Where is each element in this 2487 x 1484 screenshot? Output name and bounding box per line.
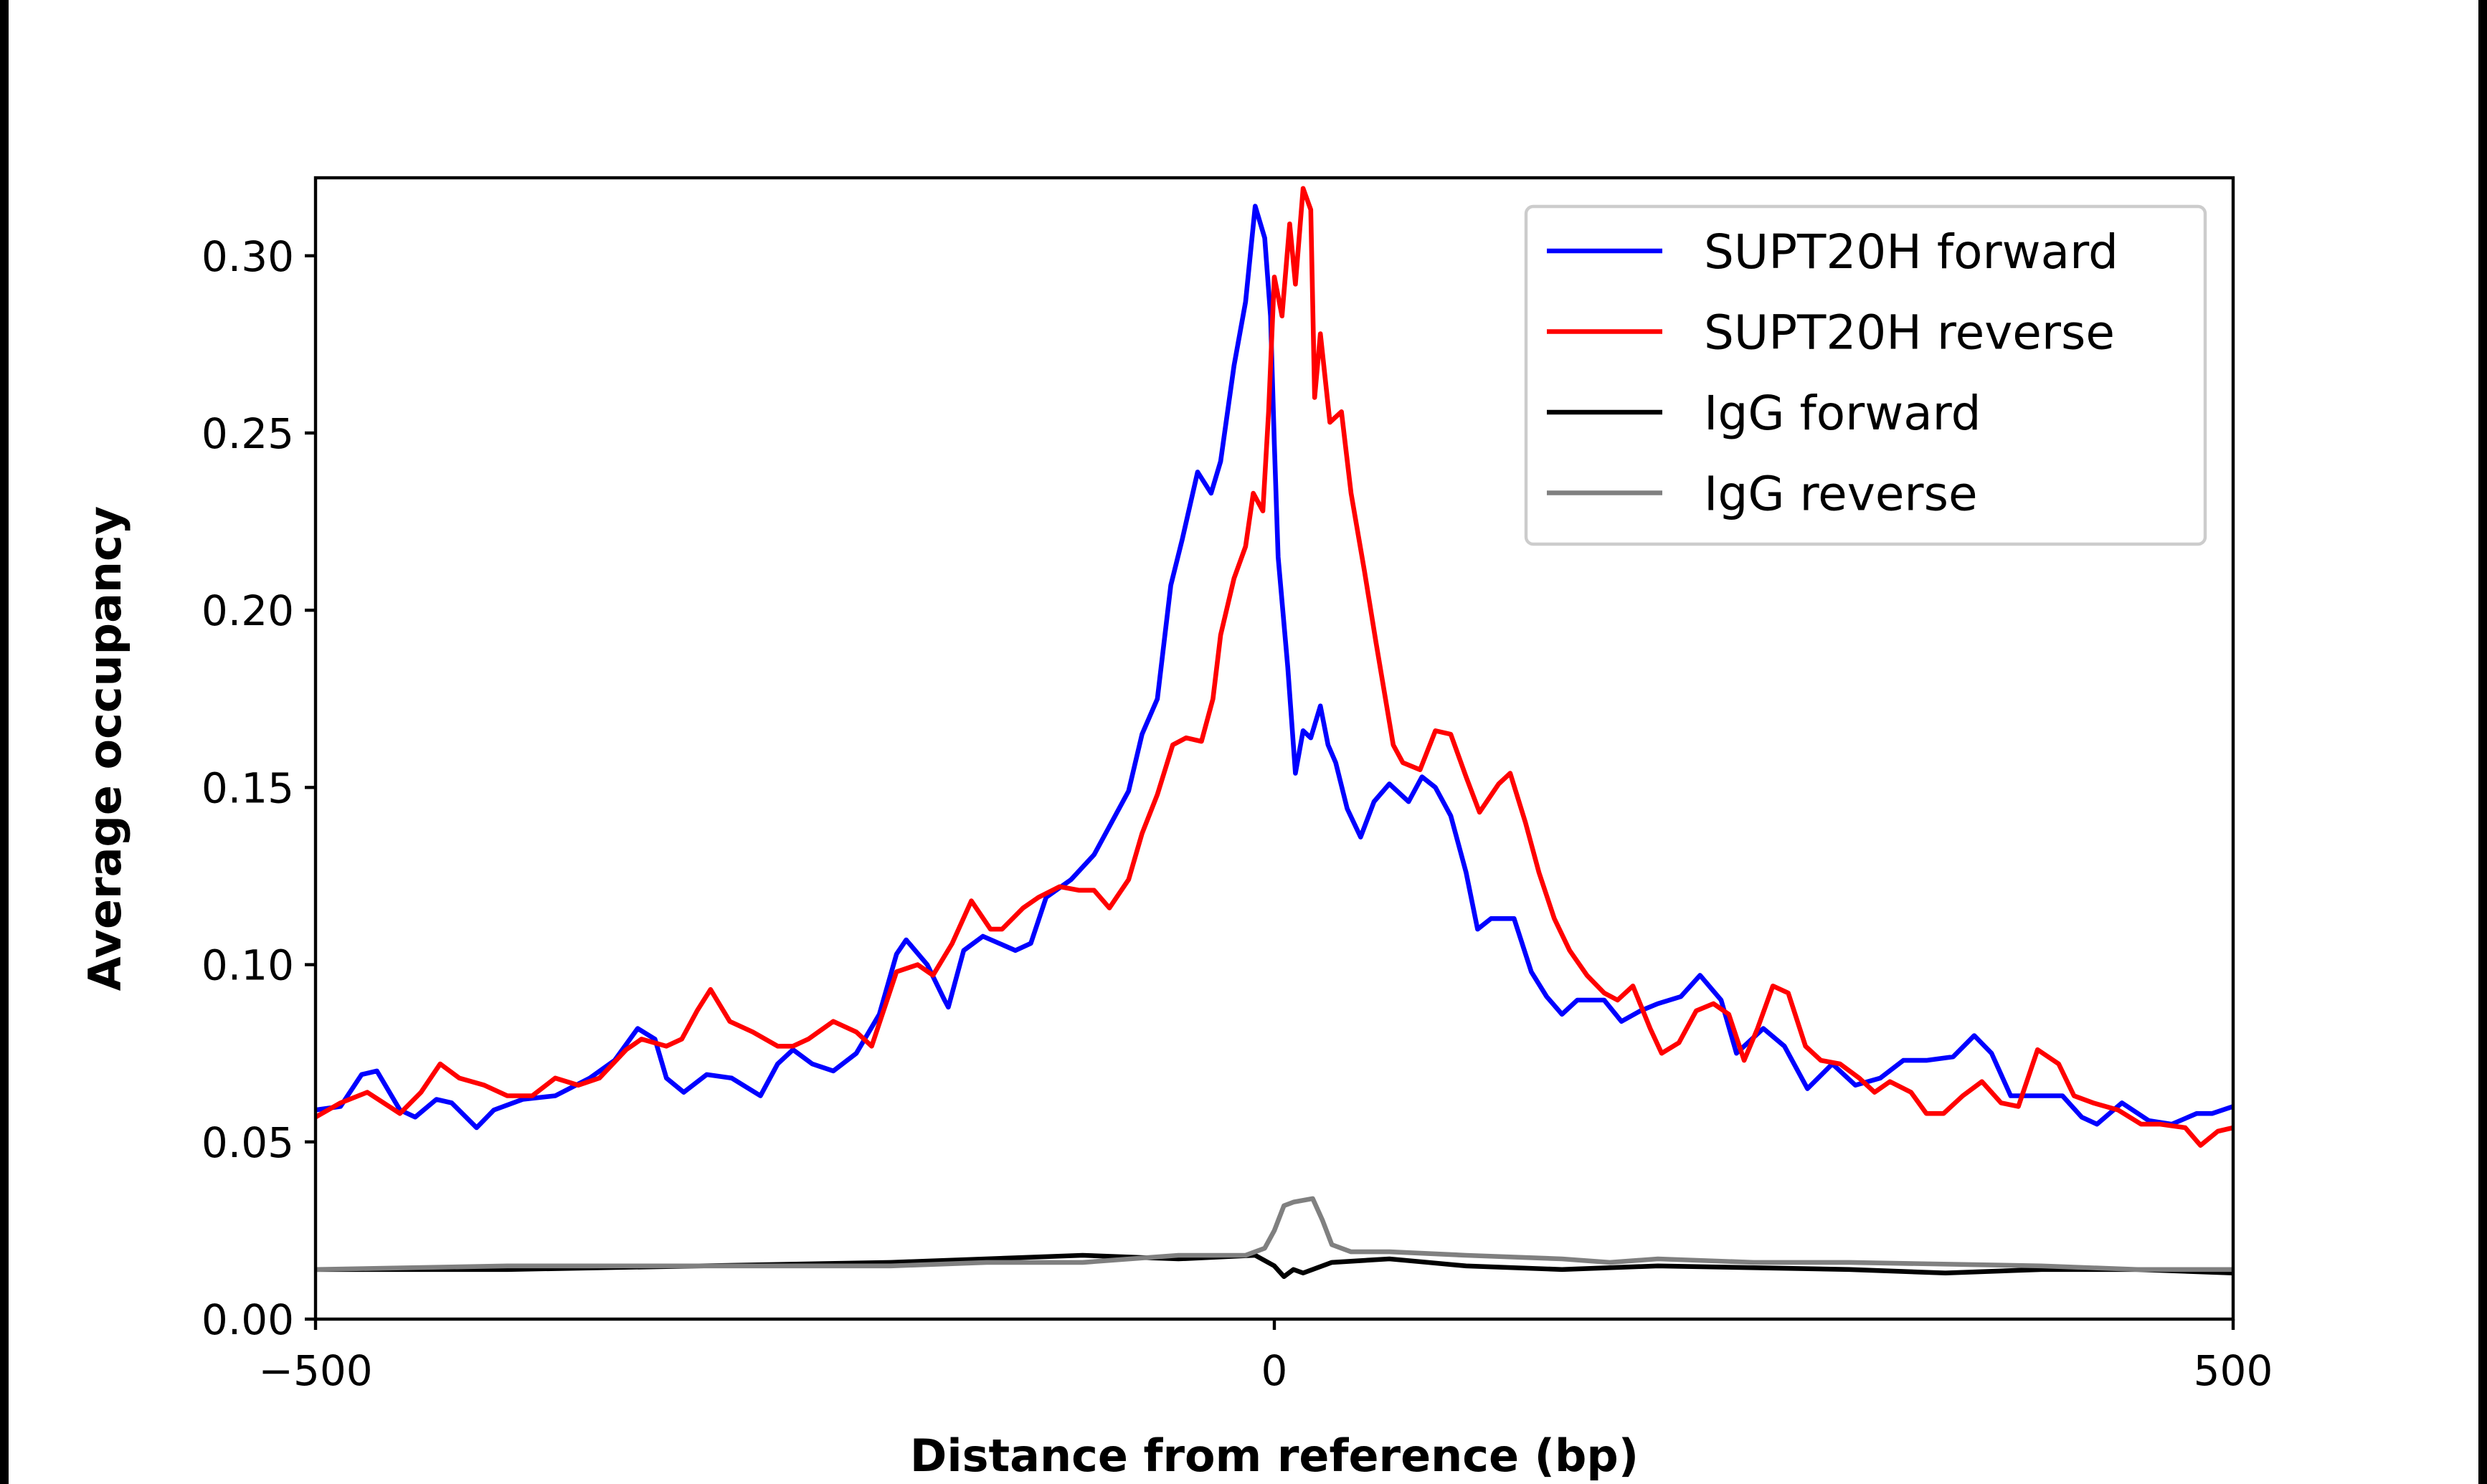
x-axis: −500 0 500 [258,1319,2273,1395]
y-axis-label: Average occupancy [79,506,131,991]
x-tick-label: 0 [1261,1346,1288,1395]
y-tick-label: 0.20 [202,586,294,635]
legend-label: IgG reverse [1704,467,1978,522]
y-tick-label: 0.25 [202,409,294,458]
x-axis-label: Distance from reference (bp) [910,1430,1639,1482]
y-tick-label: 0.05 [202,1118,294,1167]
x-tick-label: −500 [258,1346,372,1395]
y-tick-label: 0.10 [202,941,294,990]
y-tick-label: 0.30 [202,232,294,281]
legend-box [1524,204,2207,546]
legend-label: SUPT20H reverse [1704,305,2115,361]
y-axis: 0.00 0.05 0.10 0.15 0.20 0.25 0.30 [202,232,316,1344]
x-tick-label: 500 [2194,1346,2273,1395]
series-line-2 [316,1252,2234,1279]
series-line-1 [314,186,2234,1148]
legend: SUPT20H forward SUPT20H reverse IgG forwar… [1524,204,2207,546]
y-tick-label: 0.00 [202,1295,294,1344]
legend-label: IgG forward [1704,386,1981,441]
series-line-3 [315,1196,2233,1273]
legend-label: SUPT20H forward [1704,224,2118,280]
series-layer [314,186,2235,1279]
y-tick-label: 0.15 [202,764,294,812]
